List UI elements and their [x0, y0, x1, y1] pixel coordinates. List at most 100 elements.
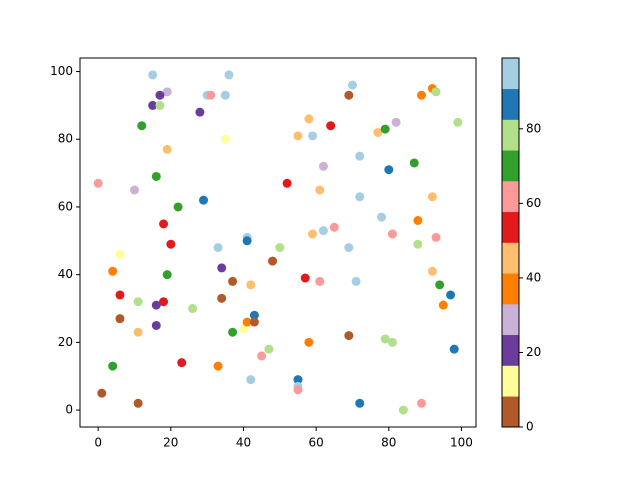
scatter-point: [115, 290, 125, 300]
scatter-point: [166, 239, 176, 249]
scatter-point: [242, 317, 252, 327]
scatter-point: [344, 90, 354, 100]
colorbar-band: [502, 273, 519, 305]
colorbar-frame: [501, 57, 520, 428]
scatter-point: [228, 276, 238, 286]
scatter-point: [453, 117, 463, 127]
x-tick-label: 100: [450, 436, 473, 450]
y-tick-label: 80: [58, 132, 73, 146]
scatter-point: [115, 249, 125, 259]
scatter-point: [115, 314, 125, 324]
scatter-point: [97, 388, 107, 398]
scatter-point: [199, 195, 209, 205]
scatter-point: [257, 351, 267, 361]
scatter-point: [133, 297, 143, 307]
scatter-point: [431, 87, 441, 97]
scatter-point: [249, 310, 259, 320]
scatter-point: [148, 70, 158, 80]
scatter-point: [315, 276, 325, 286]
plot-area: [80, 58, 476, 427]
scatter-point: [377, 212, 387, 222]
scatter-point: [177, 358, 187, 368]
colorbar-tick-label: 0: [526, 420, 534, 434]
scatter-point: [246, 280, 256, 290]
scatter-point: [344, 331, 354, 341]
scatter-point: [282, 178, 292, 188]
colorbar-band: [502, 334, 519, 366]
scatter-point: [304, 337, 314, 347]
scatter-point: [355, 192, 365, 202]
scatter-point: [409, 158, 419, 168]
scatter-point: [195, 107, 205, 117]
y-tick-label: 0: [65, 403, 73, 417]
scatter-point: [155, 90, 165, 100]
scatter-point: [417, 398, 427, 408]
scatter-point: [151, 171, 161, 181]
scatter-point: [344, 243, 354, 253]
scatter-point: [238, 324, 248, 334]
scatter-point: [242, 236, 252, 246]
scatter-point: [304, 114, 314, 124]
y-tick-label: 20: [58, 335, 73, 349]
y-tick-label: 60: [58, 199, 73, 213]
scatter-point: [427, 192, 437, 202]
scatter-point: [129, 185, 139, 195]
scatter-point: [108, 361, 118, 371]
scatter-point: [151, 320, 161, 330]
scatter-point: [151, 300, 161, 310]
x-tick-label: 60: [309, 436, 324, 450]
scatter-point: [293, 385, 303, 395]
scatter-point: [318, 226, 328, 236]
x-tick-label: 0: [94, 436, 102, 450]
scatter-point: [355, 151, 365, 161]
axes-frame: [79, 57, 477, 428]
scatter-point: [228, 327, 238, 337]
scatter-point: [427, 266, 437, 276]
scatter-point: [159, 297, 169, 307]
y-tick-label: 40: [58, 267, 73, 281]
colorbar-tick-label: 20: [526, 345, 541, 359]
colorbar-band: [502, 119, 519, 151]
scatter-point: [213, 361, 223, 371]
colorbar-band: [502, 150, 519, 182]
scatter-point: [293, 131, 303, 141]
scatter-point: [108, 266, 118, 276]
scatter-point: [398, 405, 408, 415]
scatter-point: [373, 127, 383, 137]
scatter-point: [449, 344, 459, 354]
scatter-point: [213, 243, 223, 253]
colorbar-band: [502, 242, 519, 274]
scatter-point: [220, 134, 230, 144]
scatter-point: [355, 398, 365, 408]
colorbar-tick-label: 40: [526, 270, 541, 284]
scatter-point: [159, 219, 169, 229]
scatter-point: [217, 263, 227, 273]
scatter-point: [351, 276, 361, 286]
scatter-point: [435, 280, 445, 290]
y-tick-label: 100: [50, 64, 73, 78]
colorbar-band: [502, 181, 519, 213]
scatter-point: [431, 232, 441, 242]
scatter-point: [329, 222, 339, 232]
scatter-point: [162, 144, 172, 154]
scatter-point: [391, 117, 401, 127]
scatter-point: [217, 293, 227, 303]
colorbar-band: [502, 58, 519, 90]
scatter-point: [173, 202, 183, 212]
scatter-point: [249, 317, 259, 327]
colorbar-band: [502, 304, 519, 336]
scatter-point: [308, 131, 318, 141]
scatter-point: [413, 215, 423, 225]
colorbar-band: [502, 88, 519, 120]
colorbar-tick-label: 80: [526, 121, 541, 135]
colorbar-band: [502, 365, 519, 397]
scatter-point: [326, 121, 336, 131]
scatter-point: [155, 100, 165, 110]
x-tick-label: 40: [236, 436, 251, 450]
scatter-point: [268, 256, 278, 266]
colorbar-band: [502, 396, 519, 428]
scatter-point: [387, 229, 397, 239]
scatter-point: [413, 239, 423, 249]
scatter-point: [318, 161, 328, 171]
